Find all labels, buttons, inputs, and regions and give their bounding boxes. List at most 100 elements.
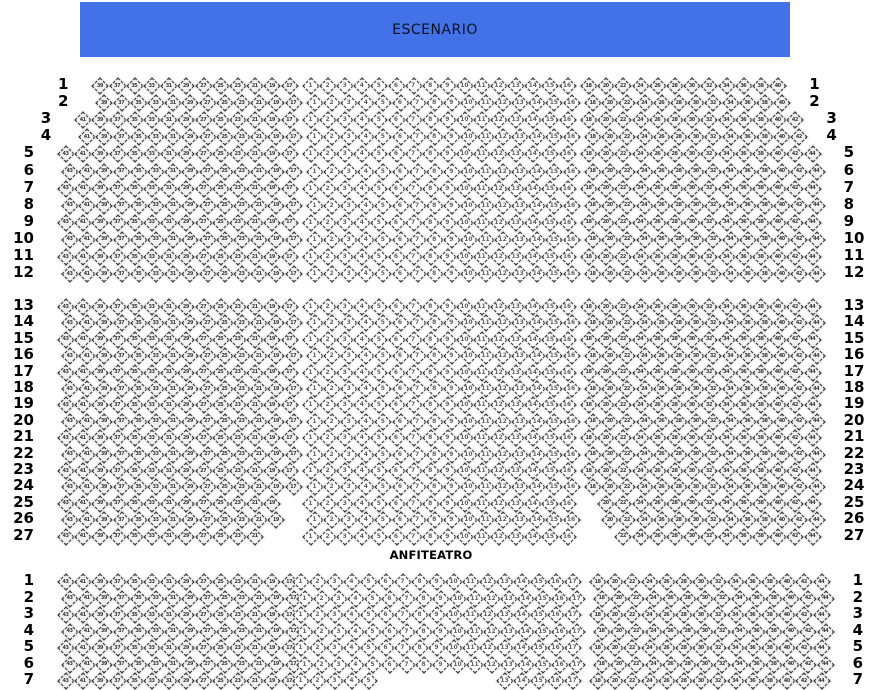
seat[interactable]: 31 xyxy=(161,249,176,264)
seat[interactable]: 40 xyxy=(770,78,785,93)
seat[interactable]: 19 xyxy=(268,624,283,639)
seat[interactable]: 24 xyxy=(633,463,648,478)
seat[interactable]: 3 xyxy=(341,266,356,281)
seat[interactable]: 40 xyxy=(770,463,785,478)
seat[interactable]: 37 xyxy=(114,381,129,396)
seat[interactable]: 26 xyxy=(659,574,674,589)
seat[interactable]: 30 xyxy=(688,414,703,429)
seat[interactable]: 22 xyxy=(615,249,630,264)
seat[interactable]: 43 xyxy=(58,299,73,314)
seat[interactable]: 33 xyxy=(144,397,159,412)
seat[interactable]: 20 xyxy=(598,463,613,478)
seat[interactable]: 25 xyxy=(217,232,232,247)
seat[interactable]: 28 xyxy=(676,640,691,655)
seat[interactable]: 15 xyxy=(546,447,561,462)
seat[interactable]: 1 xyxy=(303,332,318,347)
seat[interactable]: 30 xyxy=(688,512,703,527)
seat[interactable]: 40 xyxy=(774,232,789,247)
seat[interactable]: 18 xyxy=(590,607,605,622)
seat[interactable]: 1 xyxy=(307,447,322,462)
seat[interactable]: 23 xyxy=(234,624,249,639)
seat[interactable]: 1 xyxy=(307,512,322,527)
seat[interactable]: 26 xyxy=(654,129,669,144)
seat[interactable]: 10 xyxy=(457,332,472,347)
seat[interactable]: 6 xyxy=(389,430,404,445)
seat[interactable]: 31 xyxy=(165,164,180,179)
seat[interactable]: 40 xyxy=(779,607,794,622)
seat[interactable]: 42 xyxy=(787,181,802,196)
seat[interactable]: 5 xyxy=(361,607,376,622)
seat[interactable]: 7 xyxy=(410,512,425,527)
seat[interactable]: 20 xyxy=(607,607,622,622)
seat[interactable]: 23 xyxy=(230,430,245,445)
seat[interactable]: 33 xyxy=(144,299,159,314)
seat[interactable]: 30 xyxy=(684,332,699,347)
seat[interactable]: 11 xyxy=(478,512,493,527)
seat[interactable]: 6 xyxy=(393,479,408,494)
seat[interactable]: 1 xyxy=(303,215,318,230)
seat[interactable]: 10 xyxy=(446,640,461,655)
seat[interactable]: 37 xyxy=(110,463,125,478)
seat[interactable]: 42 xyxy=(787,463,802,478)
seat[interactable]: 13 xyxy=(497,607,512,622)
seat[interactable]: 36 xyxy=(740,348,755,363)
seat[interactable]: 29 xyxy=(178,112,193,127)
seat[interactable]: 20 xyxy=(602,198,617,213)
seat[interactable]: 1 xyxy=(297,591,312,606)
seat[interactable]: 4 xyxy=(354,215,369,230)
seat[interactable]: 15 xyxy=(531,607,546,622)
seat[interactable]: 20 xyxy=(598,112,613,127)
seat[interactable]: 37 xyxy=(110,249,125,264)
seat[interactable]: 12 xyxy=(495,479,510,494)
seat[interactable]: 12 xyxy=(484,591,499,606)
seat[interactable]: 30 xyxy=(688,479,703,494)
seat[interactable]: 37 xyxy=(114,198,129,213)
seat[interactable]: 19 xyxy=(268,315,283,330)
seat[interactable]: 35 xyxy=(131,447,146,462)
seat[interactable]: 23 xyxy=(230,640,245,655)
seat[interactable]: 44 xyxy=(814,640,829,655)
seat[interactable]: 22 xyxy=(615,430,630,445)
seat[interactable]: 12 xyxy=(495,164,510,179)
seat[interactable]: 34 xyxy=(719,332,734,347)
seat[interactable]: 39 xyxy=(96,381,111,396)
seat[interactable]: 8 xyxy=(416,624,431,639)
seat[interactable]: 3 xyxy=(327,574,342,589)
seat[interactable]: 6 xyxy=(378,574,393,589)
seat[interactable]: 36 xyxy=(736,112,751,127)
seat[interactable]: 24 xyxy=(637,266,652,281)
seat[interactable]: 20 xyxy=(602,512,617,527)
seat[interactable]: 3 xyxy=(341,381,356,396)
seat[interactable]: 43 xyxy=(62,447,77,462)
seat[interactable]: 1 xyxy=(303,112,318,127)
seat[interactable]: 8 xyxy=(427,95,442,110)
seat[interactable]: 30 xyxy=(688,266,703,281)
seat[interactable]: 8 xyxy=(423,78,438,93)
seat[interactable]: 26 xyxy=(663,657,678,672)
seat[interactable]: 4 xyxy=(354,397,369,412)
seat[interactable]: 16 xyxy=(560,397,575,412)
seat[interactable]: 27 xyxy=(200,198,215,213)
seat[interactable]: 26 xyxy=(663,591,678,606)
seat[interactable]: 35 xyxy=(131,657,146,672)
seat[interactable]: 40 xyxy=(774,348,789,363)
seat[interactable]: 16 xyxy=(564,95,579,110)
seat[interactable]: 30 xyxy=(688,348,703,363)
seat[interactable]: 1 xyxy=(293,607,308,622)
seat[interactable]: 3 xyxy=(341,315,356,330)
seat[interactable]: 4 xyxy=(354,112,369,127)
seat[interactable]: 21 xyxy=(251,624,266,639)
seat[interactable]: 28 xyxy=(671,479,686,494)
seat[interactable]: 27 xyxy=(200,479,215,494)
seat[interactable]: 3 xyxy=(341,129,356,144)
seat[interactable]: 10 xyxy=(461,266,476,281)
seat[interactable]: 29 xyxy=(182,348,197,363)
seat[interactable]: 40 xyxy=(774,479,789,494)
seat[interactable]: 33 xyxy=(144,640,159,655)
seat[interactable]: 5 xyxy=(361,673,376,688)
seat[interactable]: 38 xyxy=(757,266,772,281)
seat[interactable]: 41 xyxy=(75,332,90,347)
seat[interactable]: 16 xyxy=(560,299,575,314)
seat[interactable]: 3 xyxy=(337,397,352,412)
seat[interactable]: 29 xyxy=(182,198,197,213)
